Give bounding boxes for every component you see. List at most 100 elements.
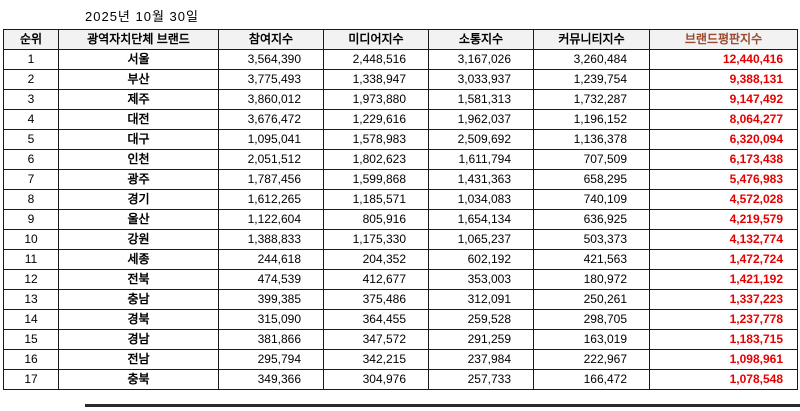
community-index-cell: 740,109 (533, 189, 650, 210)
communication-index-cell: 1,611,794 (428, 149, 534, 170)
media-index-cell: 1,802,623 (323, 149, 429, 170)
media-index-cell: 1,185,571 (323, 189, 429, 210)
table-row: 8 경기 1,612,265 1,185,571 1,034,083 740,109 4,5… (3, 189, 798, 210)
table-row: 2 부산 3,775,493 1,338,947 3,033,937 1,239,754 9… (3, 69, 798, 90)
table-row: 7 광주 1,787,456 1,599,868 1,431,363 658,295 5,4… (3, 169, 798, 190)
participation-index-cell: 244,618 (218, 249, 324, 270)
rank-cell: 10 (3, 229, 59, 250)
community-index-cell: 250,261 (533, 289, 650, 310)
communication-index-cell: 259,528 (428, 309, 534, 330)
brand-cell: 전북 (58, 269, 219, 290)
media-index-cell: 1,973,880 (323, 89, 429, 110)
rank-cell: 16 (3, 349, 59, 370)
header-participation-index: 참여지수 (218, 29, 324, 50)
table-row: 14 경북 315,090 364,455 259,528 298,705 1,237,77… (3, 309, 798, 330)
brand-reputation-index-cell: 9,388,131 (649, 69, 798, 90)
brand-cell: 제주 (58, 89, 219, 110)
brand-cell: 서울 (58, 49, 219, 70)
participation-index-cell: 474,539 (218, 269, 324, 290)
rank-cell: 11 (3, 249, 59, 270)
brand-cell: 충남 (58, 289, 219, 310)
rank-cell: 2 (3, 69, 59, 90)
date-title: 2025년 10월 30일 (85, 9, 199, 24)
communication-index-cell: 312,091 (428, 289, 534, 310)
community-index-cell: 180,972 (533, 269, 650, 290)
communication-index-cell: 353,003 (428, 269, 534, 290)
brand-reputation-index-cell: 4,572,028 (649, 189, 798, 210)
brand-cell: 대구 (58, 129, 219, 150)
brand-cell: 경남 (58, 329, 219, 350)
rank-cell: 1 (3, 49, 59, 70)
participation-index-cell: 3,564,390 (218, 49, 324, 70)
community-index-cell: 1,196,152 (533, 109, 650, 130)
participation-index-cell: 1,122,604 (218, 209, 324, 230)
table-row: 11 세종 244,618 204,352 602,192 421,563 1,472,72… (3, 249, 798, 270)
communication-index-cell: 291,259 (428, 329, 534, 350)
brand-cell: 광주 (58, 169, 219, 190)
header-community-index: 커뮤니티지수 (533, 29, 650, 50)
table-row: 6 인천 2,051,512 1,802,623 1,611,794 707,509 6,1… (3, 149, 798, 170)
communication-index-cell: 602,192 (428, 249, 534, 270)
brand-reputation-index-cell: 12,440,416 (649, 49, 798, 70)
media-index-cell: 304,976 (323, 369, 429, 390)
brand-reputation-index-cell: 8,064,277 (649, 109, 798, 130)
brand-cell: 경북 (58, 309, 219, 330)
media-index-cell: 2,448,516 (323, 49, 429, 70)
brand-reputation-index-cell: 1,337,223 (649, 289, 798, 310)
participation-index-cell: 349,366 (218, 369, 324, 390)
media-index-cell: 342,215 (323, 349, 429, 370)
brand-cell: 인천 (58, 149, 219, 170)
table-row: 13 충남 399,385 375,486 312,091 250,261 1,337,22… (3, 289, 798, 310)
brand-reputation-index-cell: 1,421,192 (649, 269, 798, 290)
participation-index-cell: 315,090 (218, 309, 324, 330)
header-communication-index: 소통지수 (428, 29, 534, 50)
communication-index-cell: 3,167,026 (428, 49, 534, 70)
community-index-cell: 658,295 (533, 169, 650, 190)
community-index-cell: 707,509 (533, 149, 650, 170)
brand-cell: 강원 (58, 229, 219, 250)
brand-cell: 대전 (58, 109, 219, 130)
brand-reputation-index-cell: 6,173,438 (649, 149, 798, 170)
brand-cell: 울산 (58, 209, 219, 230)
rank-cell: 5 (3, 129, 59, 150)
communication-index-cell: 1,581,313 (428, 89, 534, 110)
community-index-cell: 1,239,754 (533, 69, 650, 90)
media-index-cell: 1,599,868 (323, 169, 429, 190)
community-index-cell: 636,925 (533, 209, 650, 230)
bottom-divider (85, 404, 800, 407)
brand-reputation-index-cell: 5,476,983 (649, 169, 798, 190)
participation-index-cell: 2,051,512 (218, 149, 324, 170)
community-index-cell: 298,705 (533, 309, 650, 330)
communication-index-cell: 1,962,037 (428, 109, 534, 130)
communication-index-cell: 1,034,083 (428, 189, 534, 210)
rank-cell: 14 (3, 309, 59, 330)
media-index-cell: 347,572 (323, 329, 429, 350)
participation-index-cell: 295,794 (218, 349, 324, 370)
participation-index-cell: 1,095,041 (218, 129, 324, 150)
media-index-cell: 375,486 (323, 289, 429, 310)
table-row: 12 전북 474,539 412,677 353,003 180,972 1,421,19… (3, 269, 798, 290)
brand-reputation-index-cell: 4,219,579 (649, 209, 798, 230)
participation-index-cell: 1,787,456 (218, 169, 324, 190)
rank-cell: 8 (3, 189, 59, 210)
communication-index-cell: 1,431,363 (428, 169, 534, 190)
table-row: 1 서울 3,564,390 2,448,516 3,167,026 3,260,484 1… (3, 49, 798, 70)
communication-index-cell: 3,033,937 (428, 69, 534, 90)
table-row: 5 대구 1,095,041 1,578,983 2,509,692 1,136,378 6… (3, 129, 798, 150)
brand-cell: 경기 (58, 189, 219, 210)
community-index-cell: 3,260,484 (533, 49, 650, 70)
table-row: 9 울산 1,122,604 805,916 1,654,134 636,925 4,219… (3, 209, 798, 230)
participation-index-cell: 3,775,493 (218, 69, 324, 90)
rank-cell: 4 (3, 109, 59, 130)
table-body: 1 서울 3,564,390 2,448,516 3,167,026 3,260,484 1… (3, 49, 798, 390)
community-index-cell: 166,472 (533, 369, 650, 390)
header-media-index: 미디어지수 (323, 29, 429, 50)
header-rank: 순위 (3, 29, 59, 50)
header-brand-reputation-index: 브랜드평판지수 (649, 29, 798, 50)
media-index-cell: 364,455 (323, 309, 429, 330)
rank-cell: 13 (3, 289, 59, 310)
header-row: 순위 광역자치단체 브랜드 참여지수 미디어지수 소통지수 커뮤니티지수 브랜드… (3, 29, 798, 50)
community-index-cell: 1,136,378 (533, 129, 650, 150)
rank-cell: 17 (3, 369, 59, 390)
community-index-cell: 1,732,287 (533, 89, 650, 110)
